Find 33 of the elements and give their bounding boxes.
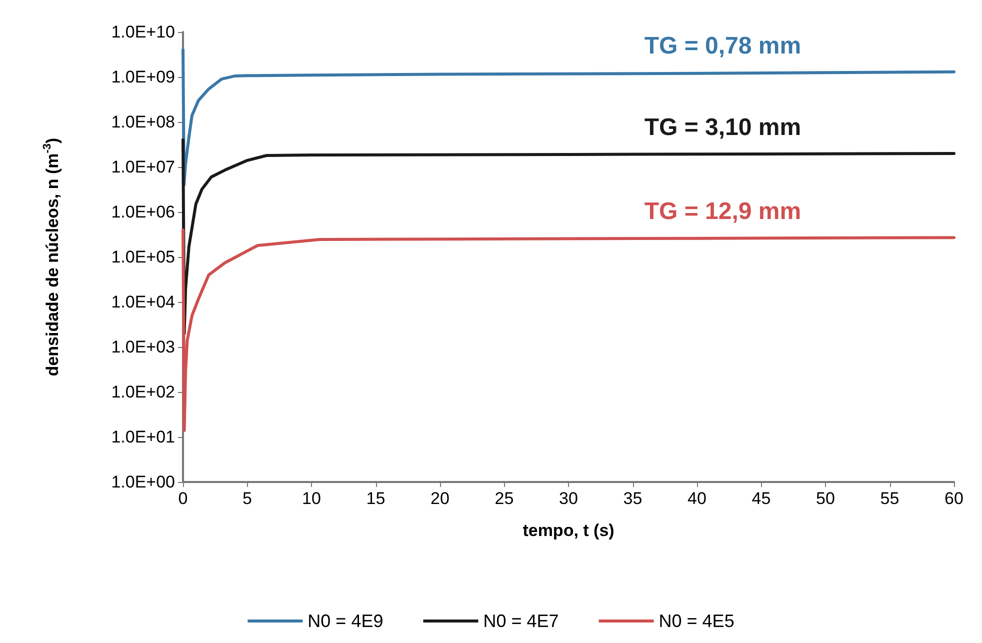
- x-tick-label: 5: [242, 489, 252, 508]
- x-tick-label: 45: [752, 489, 771, 508]
- x-tick-label: 30: [559, 489, 578, 508]
- y-tick-label: 1.0E+02: [111, 382, 175, 402]
- y-tick-label: 1.0E+08: [111, 112, 175, 132]
- legend-label: N0 = 4E7: [483, 611, 559, 631]
- x-tick-label: 10: [302, 489, 321, 508]
- x-tick-label: 55: [880, 489, 900, 508]
- line-series: [182, 228, 956, 432]
- y-tick-label: 1.0E+09: [111, 68, 175, 86]
- y-tick-label: 1.0E+04: [111, 292, 175, 312]
- x-tick-label: 15: [366, 489, 386, 508]
- y-tick-label: 1.0E+00: [111, 472, 175, 492]
- y-tick-label: 1.0E+06: [111, 202, 175, 222]
- y-tick-label: 1.0E+10: [111, 22, 175, 42]
- x-tick-label: 20: [430, 489, 450, 508]
- annotation: TG = 3,10 mm: [644, 114, 802, 141]
- y-tick-label: 1.0E+03: [111, 338, 175, 356]
- legend-label: N0 = 4E9: [308, 611, 384, 631]
- x-tick-label: 60: [944, 489, 964, 508]
- annotation: TG = 12,9 mm: [644, 198, 802, 226]
- annotation: TG = 0,78 mm: [644, 32, 802, 60]
- x-tick-label: 25: [494, 489, 514, 508]
- x-tick-label: 0: [178, 489, 188, 508]
- x-tick-label: 40: [688, 489, 706, 508]
- y-tick-label: 1.0E+05: [111, 248, 175, 266]
- y-axis-title: densidade de núcleos, n (m-3): [42, 138, 62, 376]
- x-tick-label: 35: [623, 489, 642, 508]
- legend-label: N0 = 4E5: [658, 611, 734, 631]
- y-tick-label: 1.0E+01: [111, 428, 175, 446]
- y-tick-label: 1.0E+07: [111, 158, 175, 176]
- x-tick-label: 50: [816, 489, 835, 508]
- x-axis-title: tempo, t (s): [522, 521, 614, 540]
